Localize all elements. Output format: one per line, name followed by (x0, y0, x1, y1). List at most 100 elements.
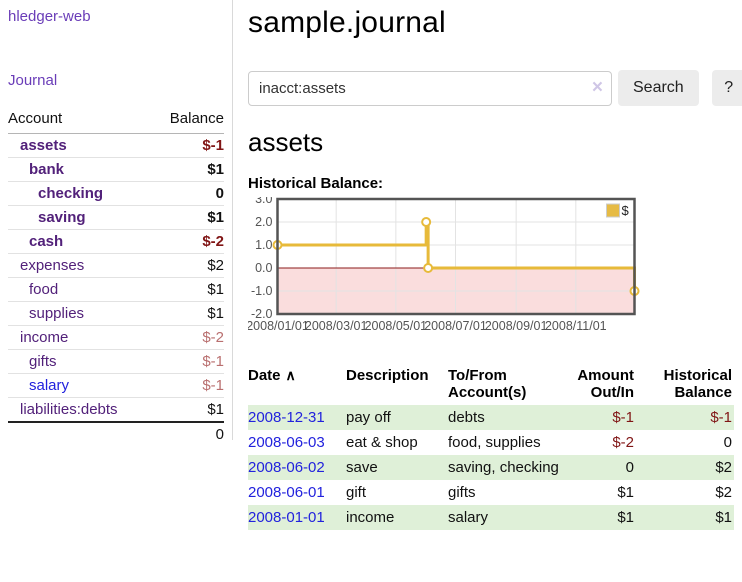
search-form: × Search ? (248, 70, 742, 106)
sidebar: hledger-web Journal Account Balance asse… (0, 0, 233, 446)
sidebar-account-link-food[interactable]: food (29, 281, 59, 298)
account-row: saving $1 (8, 205, 224, 230)
svg-text:2008/07/01: 2008/07/01 (424, 319, 487, 333)
account-row: gifts $-1 (8, 349, 224, 374)
transaction-date-link[interactable]: 2008-06-03 (248, 434, 325, 451)
transaction-amount: $1 (617, 484, 634, 501)
transaction-date-link[interactable]: 2008-01-01 (248, 509, 325, 526)
account-row: food $1 (8, 277, 224, 302)
accounts-table: Account Balance assets $-1 bank $1 checking 0… (8, 108, 224, 446)
clear-search-icon[interactable]: × (591, 76, 603, 98)
svg-text:0.0: 0.0 (255, 261, 272, 275)
accounts-total-row: 0 (8, 421, 224, 446)
sidebar-account-link-assets[interactable]: assets (20, 137, 67, 154)
transaction-balance: $2 (715, 459, 732, 476)
account-row: supplies $1 (8, 301, 224, 326)
sidebar-item-journal[interactable]: Journal (8, 72, 58, 89)
transaction-date-link[interactable]: 2008-06-02 (248, 459, 325, 476)
register-header-row: Date ∧ Description To/From Account(s) Amo… (248, 365, 734, 405)
transaction-date-link[interactable]: 2008-06-01 (248, 484, 325, 501)
main-content: sample.journal × Search ? assets Histori… (233, 0, 742, 530)
accounts-header-balance: Balance (152, 108, 224, 134)
transaction-balance: $2 (715, 484, 732, 501)
transaction-description: gift (346, 484, 367, 501)
account-balance: $2 (152, 253, 224, 278)
transaction-accounts: food, supplies (448, 434, 541, 451)
transaction-description: income (346, 509, 395, 526)
register-header-amount: Amount Out/In (577, 367, 634, 401)
svg-text:1.0: 1.0 (255, 238, 272, 252)
svg-text:2008/01/01: 2008/01/01 (248, 319, 309, 333)
transaction-description: eat & shop (346, 434, 418, 451)
account-balance: $-2 (152, 229, 224, 254)
transaction-balance: $-1 (710, 409, 732, 426)
svg-text:2008/05/01: 2008/05/01 (365, 319, 428, 333)
svg-text:2008/03/01: 2008/03/01 (305, 319, 368, 333)
register-header-date[interactable]: Date ∧ (248, 367, 296, 384)
search-input-wrap: × (248, 70, 612, 106)
accounts-total-value: 0 (152, 421, 224, 446)
account-balance: $1 (152, 301, 224, 326)
sidebar-account-link-income[interactable]: income (20, 329, 69, 346)
account-row: assets $-1 (8, 134, 224, 158)
transaction-accounts: debts (448, 409, 485, 426)
account-balance: 0 (152, 181, 224, 206)
account-row: cash $-2 (8, 229, 224, 254)
help-button[interactable]: ? (711, 70, 742, 106)
chart-heading: Historical Balance: (248, 175, 384, 192)
transaction-amount: $1 (617, 509, 634, 526)
svg-text:2.0: 2.0 (255, 215, 272, 229)
transaction-row: 2008-06-01 gift gifts $1 $2 (248, 480, 734, 505)
account-row: expenses $2 (8, 253, 224, 278)
page-title: sample.journal (248, 6, 446, 39)
transaction-accounts: saving, checking (448, 459, 559, 476)
register-table: Date ∧ Description To/From Account(s) Amo… (248, 365, 734, 530)
svg-text:$: $ (622, 203, 630, 218)
sidebar-account-link-checking[interactable]: checking (38, 185, 104, 202)
account-balance: $-1 (202, 137, 224, 154)
transaction-row: 2008-12-31 pay off debts $-1 $-1 (248, 405, 734, 430)
sidebar-account-link-supplies[interactable]: supplies (29, 305, 85, 322)
svg-text:-1.0: -1.0 (251, 284, 273, 298)
sidebar-account-link-gifts[interactable]: gifts (29, 353, 57, 370)
account-balance: $-1 (152, 373, 224, 398)
brand-link[interactable]: hledger-web (8, 8, 91, 25)
transaction-row: 2008-06-02 save saving, checking 0 $2 (248, 455, 734, 480)
transaction-row: 2008-06-03 eat & shop food, supplies $-2 0 (248, 430, 734, 455)
sidebar-account-link-cash[interactable]: cash (29, 233, 64, 250)
sidebar-account-link-bank[interactable]: bank (29, 161, 65, 178)
account-balance: $-2 (152, 325, 224, 350)
sidebar-account-link-liabilities-debts[interactable]: liabilities:debts (20, 401, 118, 418)
register-header-description: Description (346, 367, 429, 384)
account-row: income $-2 (8, 325, 224, 350)
sort-asc-icon: ∧ (285, 367, 296, 383)
app-root: hledger-web Journal Account Balance asse… (0, 0, 742, 530)
search-button[interactable]: Search (618, 70, 699, 106)
transaction-amount: 0 (625, 459, 634, 476)
transaction-accounts: gifts (448, 484, 476, 501)
transaction-balance: 0 (723, 434, 732, 451)
account-balance: $-1 (152, 349, 224, 374)
svg-text:2008/11/01: 2008/11/01 (545, 319, 607, 333)
svg-text:2008/09/01: 2008/09/01 (485, 319, 548, 333)
sidebar-account-link-salary[interactable]: salary (29, 377, 70, 394)
transaction-date-link[interactable]: 2008-12-31 (248, 409, 325, 426)
account-balance: $1 (152, 277, 224, 302)
transaction-balance: $1 (715, 509, 732, 526)
account-row: liabilities:debts $1 (8, 397, 224, 422)
svg-text:3.0: 3.0 (255, 197, 272, 206)
sidebar-account-link-expenses[interactable]: expenses (20, 257, 85, 274)
transaction-description: pay off (346, 409, 391, 426)
register-header-balance: Historical Balance (663, 367, 732, 401)
account-row: checking 0 (8, 181, 224, 206)
account-row: salary $-1 (8, 373, 224, 398)
transaction-description: save (346, 459, 378, 476)
sidebar-account-link-saving[interactable]: saving (38, 209, 86, 226)
chart-svg: $3.0 2.0 1.0 0.0 -1.0 -2.02008/01/012008/03/0… (246, 192, 640, 333)
search-input[interactable] (248, 70, 612, 106)
account-heading: assets (248, 127, 324, 157)
transaction-row: 2008-01-01 income salary $1 $1 (248, 505, 734, 530)
accounts-header-account: Account (8, 108, 153, 134)
account-row: bank $1 (8, 157, 224, 182)
transaction-amount: $-1 (612, 409, 634, 426)
